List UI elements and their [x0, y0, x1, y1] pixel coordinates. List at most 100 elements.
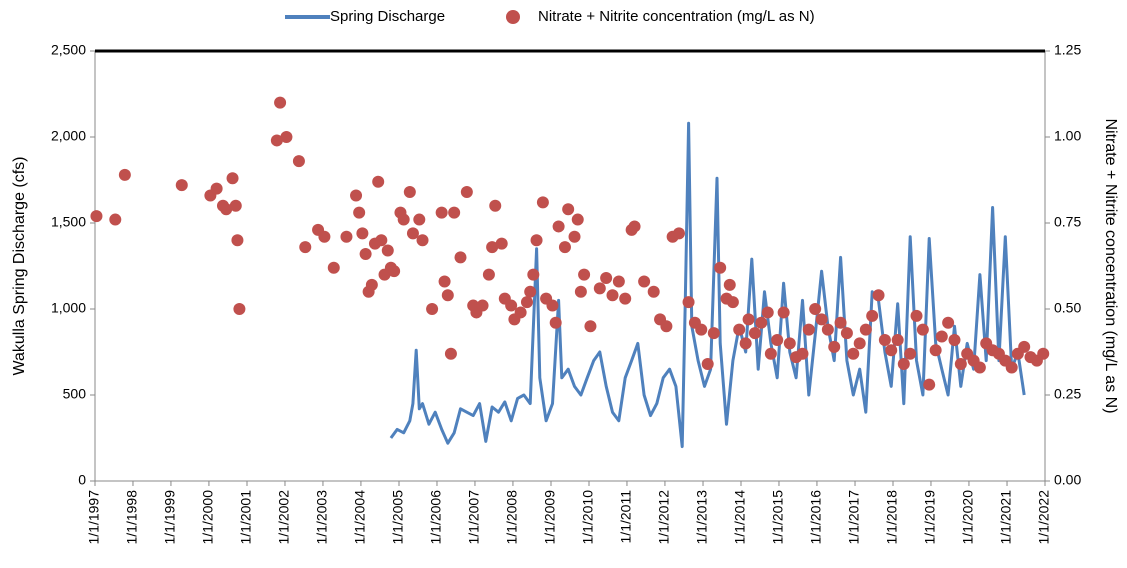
- nitrate-point: [714, 261, 727, 274]
- x-tick-label: 1/1/2009: [542, 490, 558, 545]
- y-tick-label: 500: [63, 386, 87, 402]
- nitrate-point: [742, 313, 755, 326]
- nitrate-point: [109, 213, 122, 226]
- nitrate-point: [821, 323, 834, 336]
- y2-tick-label: 0.25: [1054, 386, 1081, 402]
- x-tick-label: 1/1/2018: [884, 490, 900, 545]
- nitrate-point: [340, 230, 353, 243]
- nitrate-point: [885, 344, 898, 357]
- nitrate-point: [397, 213, 410, 226]
- nitrate-point: [834, 316, 847, 329]
- nitrate-point: [489, 199, 502, 212]
- nitrate-point: [600, 272, 613, 285]
- nitrate-point: [672, 227, 685, 240]
- nitrate-point: [606, 289, 619, 302]
- nitrate-point: [406, 227, 419, 240]
- nitrate-point: [748, 327, 761, 340]
- nitrate-point: [571, 213, 584, 226]
- nitrate-point: [973, 361, 986, 374]
- x-tick-label: 1/1/2010: [580, 490, 596, 545]
- nitrate-point: [444, 347, 457, 360]
- nitrate-point: [486, 241, 499, 254]
- nitrate-point: [527, 268, 540, 281]
- nitrate-point: [660, 320, 673, 333]
- nitrate-point: [764, 347, 777, 360]
- nitrate-point: [549, 316, 562, 329]
- x-tick-label: 1/1/2005: [390, 490, 406, 545]
- nitrate-point: [942, 316, 955, 329]
- nitrate-point: [872, 289, 885, 302]
- x-tick-label: 1/1/2012: [656, 490, 672, 545]
- nitrate-point: [476, 299, 489, 312]
- nitrate-point: [426, 303, 439, 315]
- y2-tick-label: 0.50: [1054, 300, 1081, 316]
- nitrate-point: [270, 134, 283, 147]
- x-tick-label: 1/1/2015: [770, 490, 786, 545]
- nitrate-point: [682, 296, 695, 309]
- nitrate-point: [546, 299, 559, 312]
- nitrate-point: [438, 275, 451, 288]
- y-axis-title: Wakulla Spring Discharge (cfs): [11, 156, 28, 375]
- nitrate-point: [460, 186, 473, 199]
- nitrate-point: [552, 220, 565, 233]
- nitrate-point: [612, 275, 625, 288]
- x-tick-label: 1/1/2022: [1036, 490, 1052, 545]
- y-tick-label: 0: [78, 472, 86, 488]
- nitrate-point: [628, 220, 641, 233]
- nitrate-point: [828, 340, 841, 353]
- x-tick-label: 1/1/1999: [162, 490, 178, 545]
- nitrate-point: [859, 323, 872, 336]
- y-tick-label: 1,500: [51, 214, 86, 230]
- nitrate-point: [448, 206, 461, 219]
- x-tick-label: 1/1/1998: [124, 490, 140, 545]
- y2-axis-title: Nitrate + Nitrite concentration (mg/L as…: [1102, 118, 1119, 413]
- nitrate-point: [327, 261, 340, 274]
- x-tick-label: 1/1/2004: [352, 490, 368, 545]
- nitrate-point: [229, 199, 242, 212]
- nitrate-point: [802, 323, 815, 336]
- nitrate-point: [695, 323, 708, 336]
- x-tick-label: 1/1/2016: [808, 490, 824, 545]
- nitrate-point: [638, 275, 651, 288]
- nitrate-point: [593, 282, 606, 295]
- y2-tick-label: 1.00: [1054, 128, 1081, 144]
- nitrate-point: [707, 327, 720, 340]
- nitrate-point: [403, 186, 416, 199]
- nitrate-point: [359, 247, 372, 260]
- nitrate-point: [929, 344, 942, 357]
- nitrate-point: [1018, 340, 1031, 353]
- nitrate-point: [891, 333, 904, 346]
- nitrate-point: [530, 234, 543, 247]
- nitrate-point: [416, 234, 429, 247]
- nitrate-point: [562, 203, 575, 216]
- x-tick-label: 1/1/2002: [276, 490, 292, 545]
- nitrate-point: [454, 251, 467, 264]
- y2-tick-label: 0.75: [1054, 214, 1081, 230]
- nitrate-point: [954, 358, 967, 371]
- nitrate-point: [388, 265, 401, 278]
- x-tick-label: 1/1/1997: [86, 490, 102, 545]
- nitrate-point: [755, 316, 768, 329]
- nitrate-point: [847, 347, 860, 360]
- nitrate-point: [118, 168, 131, 181]
- x-tick-label: 1/1/2007: [466, 490, 482, 545]
- nitrate-point: [441, 289, 454, 302]
- nitrate-point: [280, 131, 293, 143]
- nitrate-point: [524, 285, 537, 298]
- nitrate-point: [840, 327, 853, 340]
- nitrate-point: [210, 182, 223, 195]
- nitrate-point: [233, 303, 246, 315]
- y-tick-label: 1,000: [51, 300, 86, 316]
- nitrate-point: [619, 292, 632, 305]
- nitrate-point: [723, 278, 736, 291]
- nitrate-point: [948, 333, 961, 346]
- nitrate-point: [796, 347, 809, 360]
- x-tick-label: 1/1/2021: [998, 490, 1014, 545]
- nitrate-point: [175, 179, 188, 192]
- nitrate-point: [783, 337, 796, 350]
- nitrate-point: [739, 337, 752, 350]
- nitrate-point: [904, 347, 917, 360]
- nitrate-point: [701, 358, 714, 371]
- nitrate-point: [761, 306, 774, 319]
- x-tick-label: 1/1/2017: [846, 490, 862, 545]
